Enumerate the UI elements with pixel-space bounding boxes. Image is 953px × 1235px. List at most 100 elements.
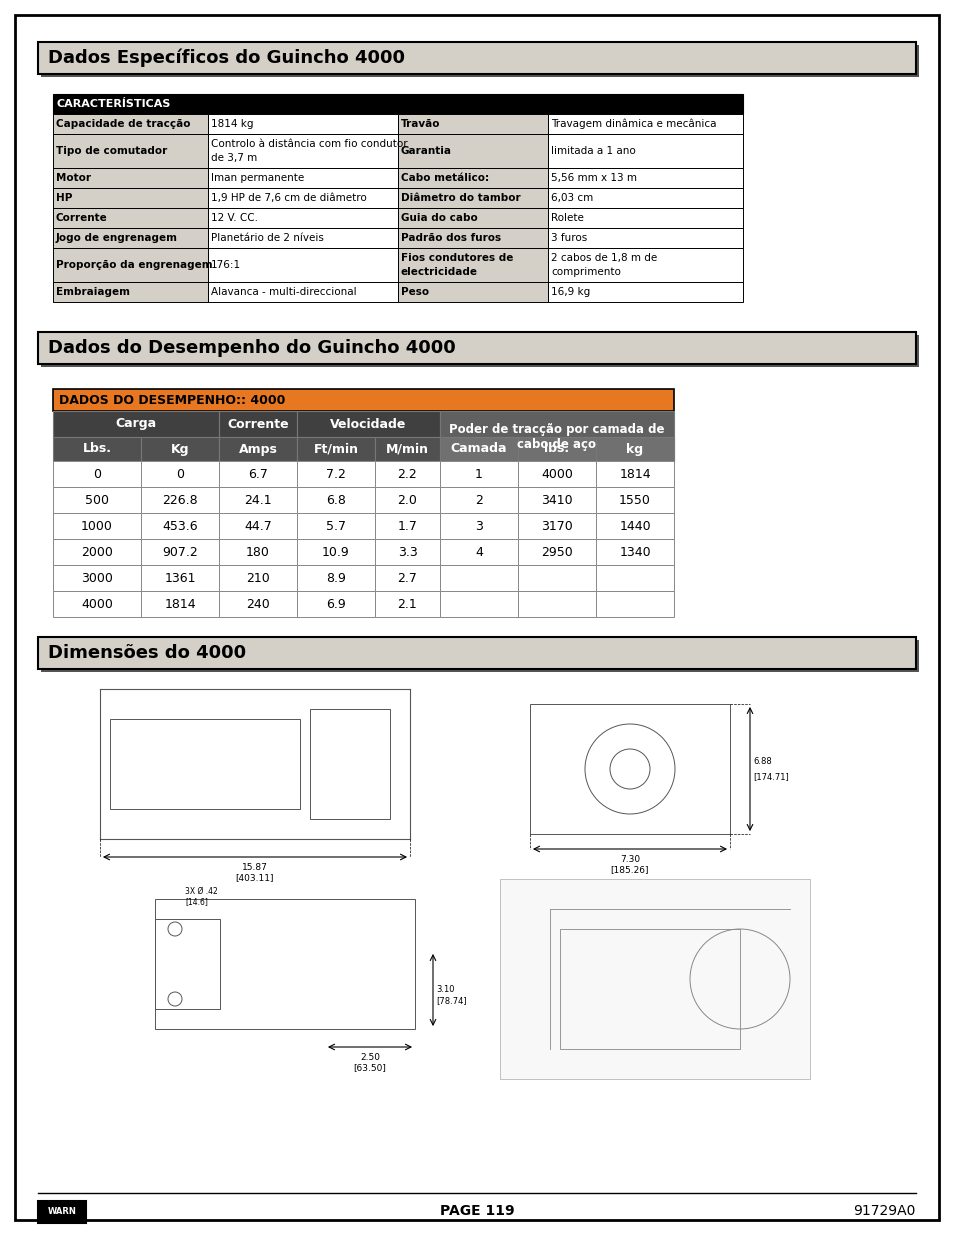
Bar [53, 135, 208, 168]
Bar [547, 94, 742, 114]
Text: 4: 4 [475, 546, 482, 558]
Bar [397, 168, 547, 188]
Text: 3X Ø .42: 3X Ø .42 [185, 887, 217, 897]
Bar [397, 282, 547, 303]
Text: Corrente: Corrente [56, 212, 108, 224]
Text: [403.11]: [403.11] [235, 873, 274, 882]
Text: 3.3: 3.3 [397, 546, 416, 558]
Text: 1814 kg: 1814 kg [211, 119, 253, 128]
Text: 91729A0: 91729A0 [853, 1204, 915, 1218]
Bar [397, 188, 547, 207]
Text: lbs.: lbs. [544, 442, 569, 456]
Bar [596, 538, 673, 564]
Bar [141, 487, 219, 513]
Bar [53, 188, 208, 207]
Bar [53, 411, 219, 437]
Text: 907.2: 907.2 [162, 546, 197, 558]
Bar [375, 437, 439, 461]
Text: kg: kg [626, 442, 643, 456]
Text: Dados do Desempenho do Guincho 4000: Dados do Desempenho do Guincho 4000 [48, 338, 456, 357]
Bar [439, 487, 517, 513]
Bar [296, 437, 375, 461]
Bar [375, 513, 439, 538]
Bar [53, 487, 141, 513]
Text: 2.0: 2.0 [397, 494, 417, 506]
Bar [53, 114, 208, 135]
Bar [41, 640, 918, 672]
Text: Fios condutores de: Fios condutores de [400, 253, 513, 263]
Text: 1814: 1814 [618, 468, 650, 480]
Text: 7.2: 7.2 [326, 468, 346, 480]
Bar [141, 564, 219, 592]
Bar [53, 564, 141, 592]
Bar [517, 564, 596, 592]
Bar [439, 564, 517, 592]
Text: 3410: 3410 [540, 494, 572, 506]
Bar [596, 487, 673, 513]
Bar [41, 44, 918, 77]
Text: 2.7: 2.7 [397, 572, 417, 584]
Text: 1340: 1340 [618, 546, 650, 558]
Text: 500: 500 [85, 494, 109, 506]
Text: Cabo metálico:: Cabo metálico: [400, 173, 489, 183]
Text: 2.50: 2.50 [359, 1053, 379, 1062]
Text: M/min: M/min [386, 442, 429, 456]
Text: 2.1: 2.1 [397, 598, 416, 610]
Bar [38, 42, 915, 74]
Bar [208, 188, 397, 207]
Bar [530, 704, 729, 834]
Text: 6,03 cm: 6,03 cm [551, 193, 593, 203]
Text: 8.9: 8.9 [326, 572, 346, 584]
Bar [375, 538, 439, 564]
Text: Planetário de 2 níveis: Planetário de 2 níveis [211, 233, 323, 243]
Bar [439, 411, 673, 463]
Bar [53, 513, 141, 538]
Bar [219, 487, 296, 513]
Bar [397, 248, 547, 282]
Text: 12 V. CC.: 12 V. CC. [211, 212, 257, 224]
Text: 6.88: 6.88 [752, 757, 771, 766]
Bar [547, 248, 742, 282]
Text: Jogo de engrenagem: Jogo de engrenagem [56, 233, 178, 243]
Bar [53, 461, 141, 487]
Text: 226.8: 226.8 [162, 494, 197, 506]
Bar [439, 592, 517, 618]
Bar [208, 168, 397, 188]
Bar [439, 538, 517, 564]
Bar [53, 228, 208, 248]
Text: Travagem dinâmica e mecânica: Travagem dinâmica e mecânica [551, 119, 716, 130]
Text: 1550: 1550 [618, 494, 650, 506]
Text: WARN: WARN [48, 1208, 76, 1216]
Bar [41, 335, 918, 367]
Bar [296, 461, 375, 487]
Text: [174.71]: [174.71] [752, 773, 788, 782]
Text: 0: 0 [175, 468, 184, 480]
Text: Carga: Carga [115, 417, 156, 431]
Text: Amps: Amps [238, 442, 277, 456]
Text: Ft/min: Ft/min [314, 442, 358, 456]
Text: 16,9 kg: 16,9 kg [551, 287, 590, 296]
Bar [208, 207, 397, 228]
Bar [375, 487, 439, 513]
Bar [38, 637, 915, 669]
Bar [296, 538, 375, 564]
Bar [596, 461, 673, 487]
Bar [53, 437, 141, 461]
Bar [517, 513, 596, 538]
Bar [141, 592, 219, 618]
Text: 15.87: 15.87 [242, 863, 268, 872]
Text: Travão: Travão [400, 119, 440, 128]
Text: 1: 1 [475, 468, 482, 480]
Text: Dados Específicos do Guincho 4000: Dados Específicos do Guincho 4000 [48, 48, 405, 67]
Text: Tipo de comutador: Tipo de comutador [56, 146, 167, 156]
Bar [375, 461, 439, 487]
Text: 6.8: 6.8 [326, 494, 346, 506]
Bar [53, 538, 141, 564]
Text: Diâmetro do tambor: Diâmetro do tambor [400, 193, 520, 203]
Text: HP: HP [56, 193, 72, 203]
Bar [375, 564, 439, 592]
Bar [208, 114, 397, 135]
Bar [397, 135, 547, 168]
Text: Kg: Kg [171, 442, 189, 456]
Text: Poder de tracção por camada de
cabo de aço: Poder de tracção por camada de cabo de a… [449, 424, 664, 451]
